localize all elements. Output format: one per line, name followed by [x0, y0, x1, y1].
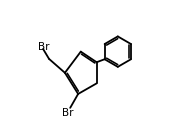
Text: Br: Br — [62, 108, 73, 118]
Text: Br: Br — [38, 42, 49, 52]
